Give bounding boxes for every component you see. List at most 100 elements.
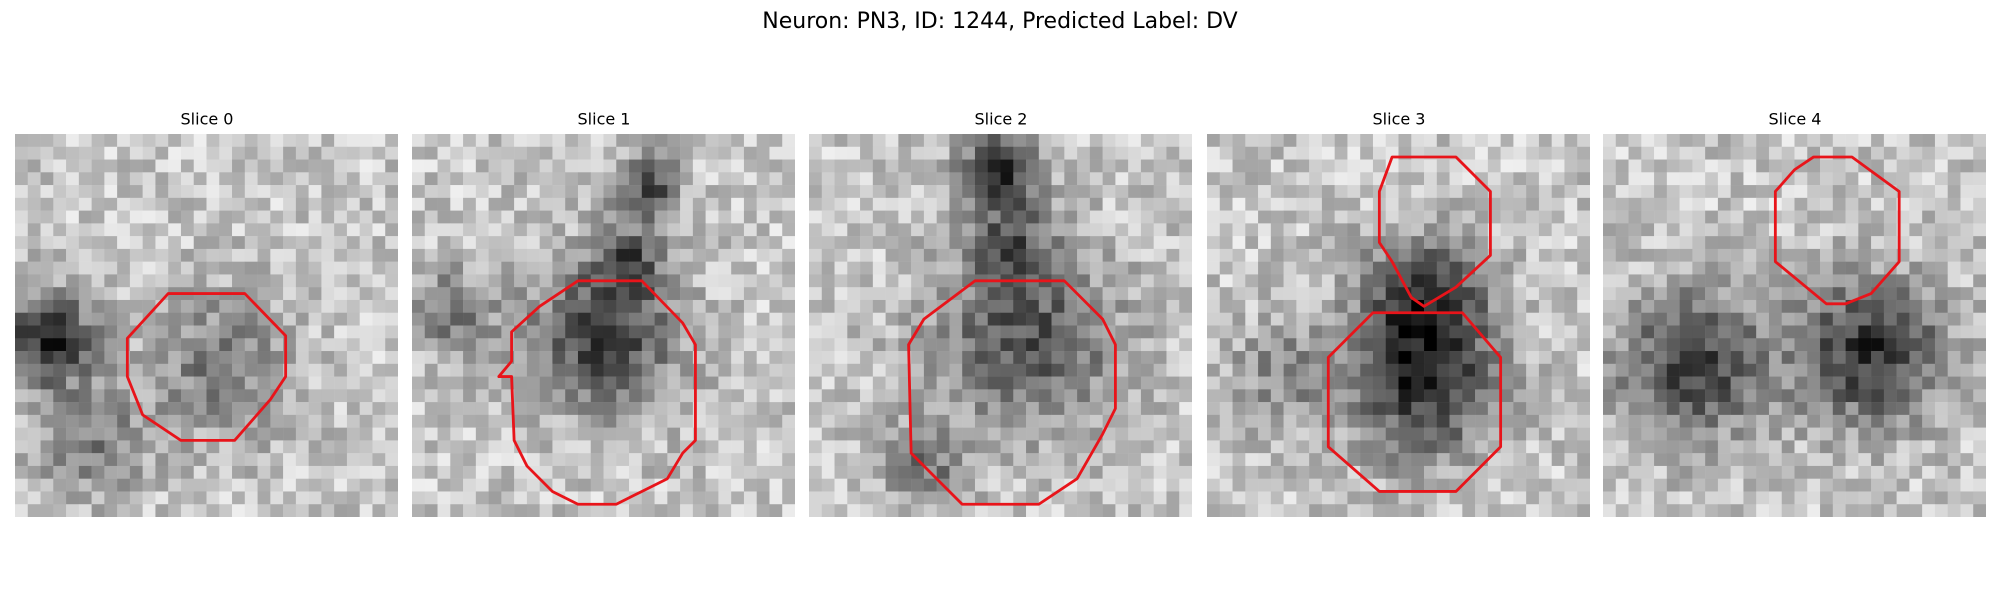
pixel [1947,274,1961,288]
pixel [385,504,398,517]
pixel [1513,146,1527,160]
pixel [718,223,732,237]
pixel [1500,491,1514,505]
pixel [860,185,874,199]
pixel [1538,261,1552,275]
pixel [1128,414,1142,428]
pixel [1064,146,1078,160]
pixel [872,504,886,517]
pixel [1628,274,1642,288]
pixel [1526,376,1540,390]
pixel [1475,376,1489,390]
pixel [463,363,477,377]
pixel [834,453,848,467]
pixel [616,465,630,479]
pixel [782,185,795,199]
pixel [1411,134,1425,148]
pixel [372,134,386,148]
pixel [1166,223,1180,237]
pixel [168,478,182,492]
pixel [1140,172,1154,186]
pixel [53,299,67,313]
pixel [809,351,823,365]
pixel [66,274,80,288]
pixel [1064,223,1078,237]
pixel [1385,363,1399,377]
pixel [385,287,398,301]
pixel [104,491,118,505]
pixel [270,402,284,416]
pixel [321,325,335,339]
pixel [1845,312,1859,326]
pixel [1513,261,1527,275]
pixel [705,478,719,492]
pixel [769,465,783,479]
pixel [168,299,182,313]
pixel [1360,414,1374,428]
pixel [193,351,207,365]
pixel [1000,440,1014,454]
pixel [692,274,706,288]
pixel [244,185,258,199]
pixel [1756,414,1770,428]
pixel [244,465,258,479]
pixel [911,134,925,148]
pixel [308,146,322,160]
pixel [1654,363,1668,377]
pixel [424,402,438,416]
pixel [1296,351,1310,365]
pixel [885,478,899,492]
pixel [1449,427,1463,441]
pixel [53,134,67,148]
pixel [962,478,976,492]
pixel [705,402,719,416]
pixel [1436,440,1450,454]
pixel [756,146,770,160]
pixel [129,172,143,186]
pixel [987,210,1001,224]
pixel [1909,172,1923,186]
pixel [193,402,207,416]
pixel [488,172,502,186]
pixel [1449,504,1463,517]
pixel [244,159,258,173]
pixel [1102,453,1116,467]
pixel [1115,453,1129,467]
pixel [1973,338,1986,352]
pixel [1666,185,1680,199]
pixel [565,248,579,262]
pixel [1679,402,1693,416]
pixel [463,299,477,313]
pixel [40,389,54,403]
pixel [743,389,757,403]
pixel [1705,185,1719,199]
pixel [283,185,297,199]
pixel [1013,389,1027,403]
pixel [1551,351,1565,365]
pixel [1115,172,1129,186]
pixel [1692,312,1706,326]
pixel [1166,248,1180,262]
pixel [629,236,643,250]
pixel [552,236,566,250]
pixel [53,312,67,326]
pixel [1628,453,1642,467]
pixel [1013,491,1027,505]
pixel [629,338,643,352]
pixel [872,197,886,211]
pixel [1013,414,1027,428]
pixel [590,338,604,352]
pixel [603,465,617,479]
pixel [155,338,169,352]
pixel [1475,236,1489,250]
pixel [1179,389,1192,403]
pixel [1513,210,1527,224]
pixel [872,236,886,250]
pixel [1296,478,1310,492]
pixel [1102,504,1116,517]
pixel [1064,440,1078,454]
pixel [923,478,937,492]
pixel [1411,491,1425,505]
pixel [1615,453,1629,467]
pixel [1768,159,1782,173]
